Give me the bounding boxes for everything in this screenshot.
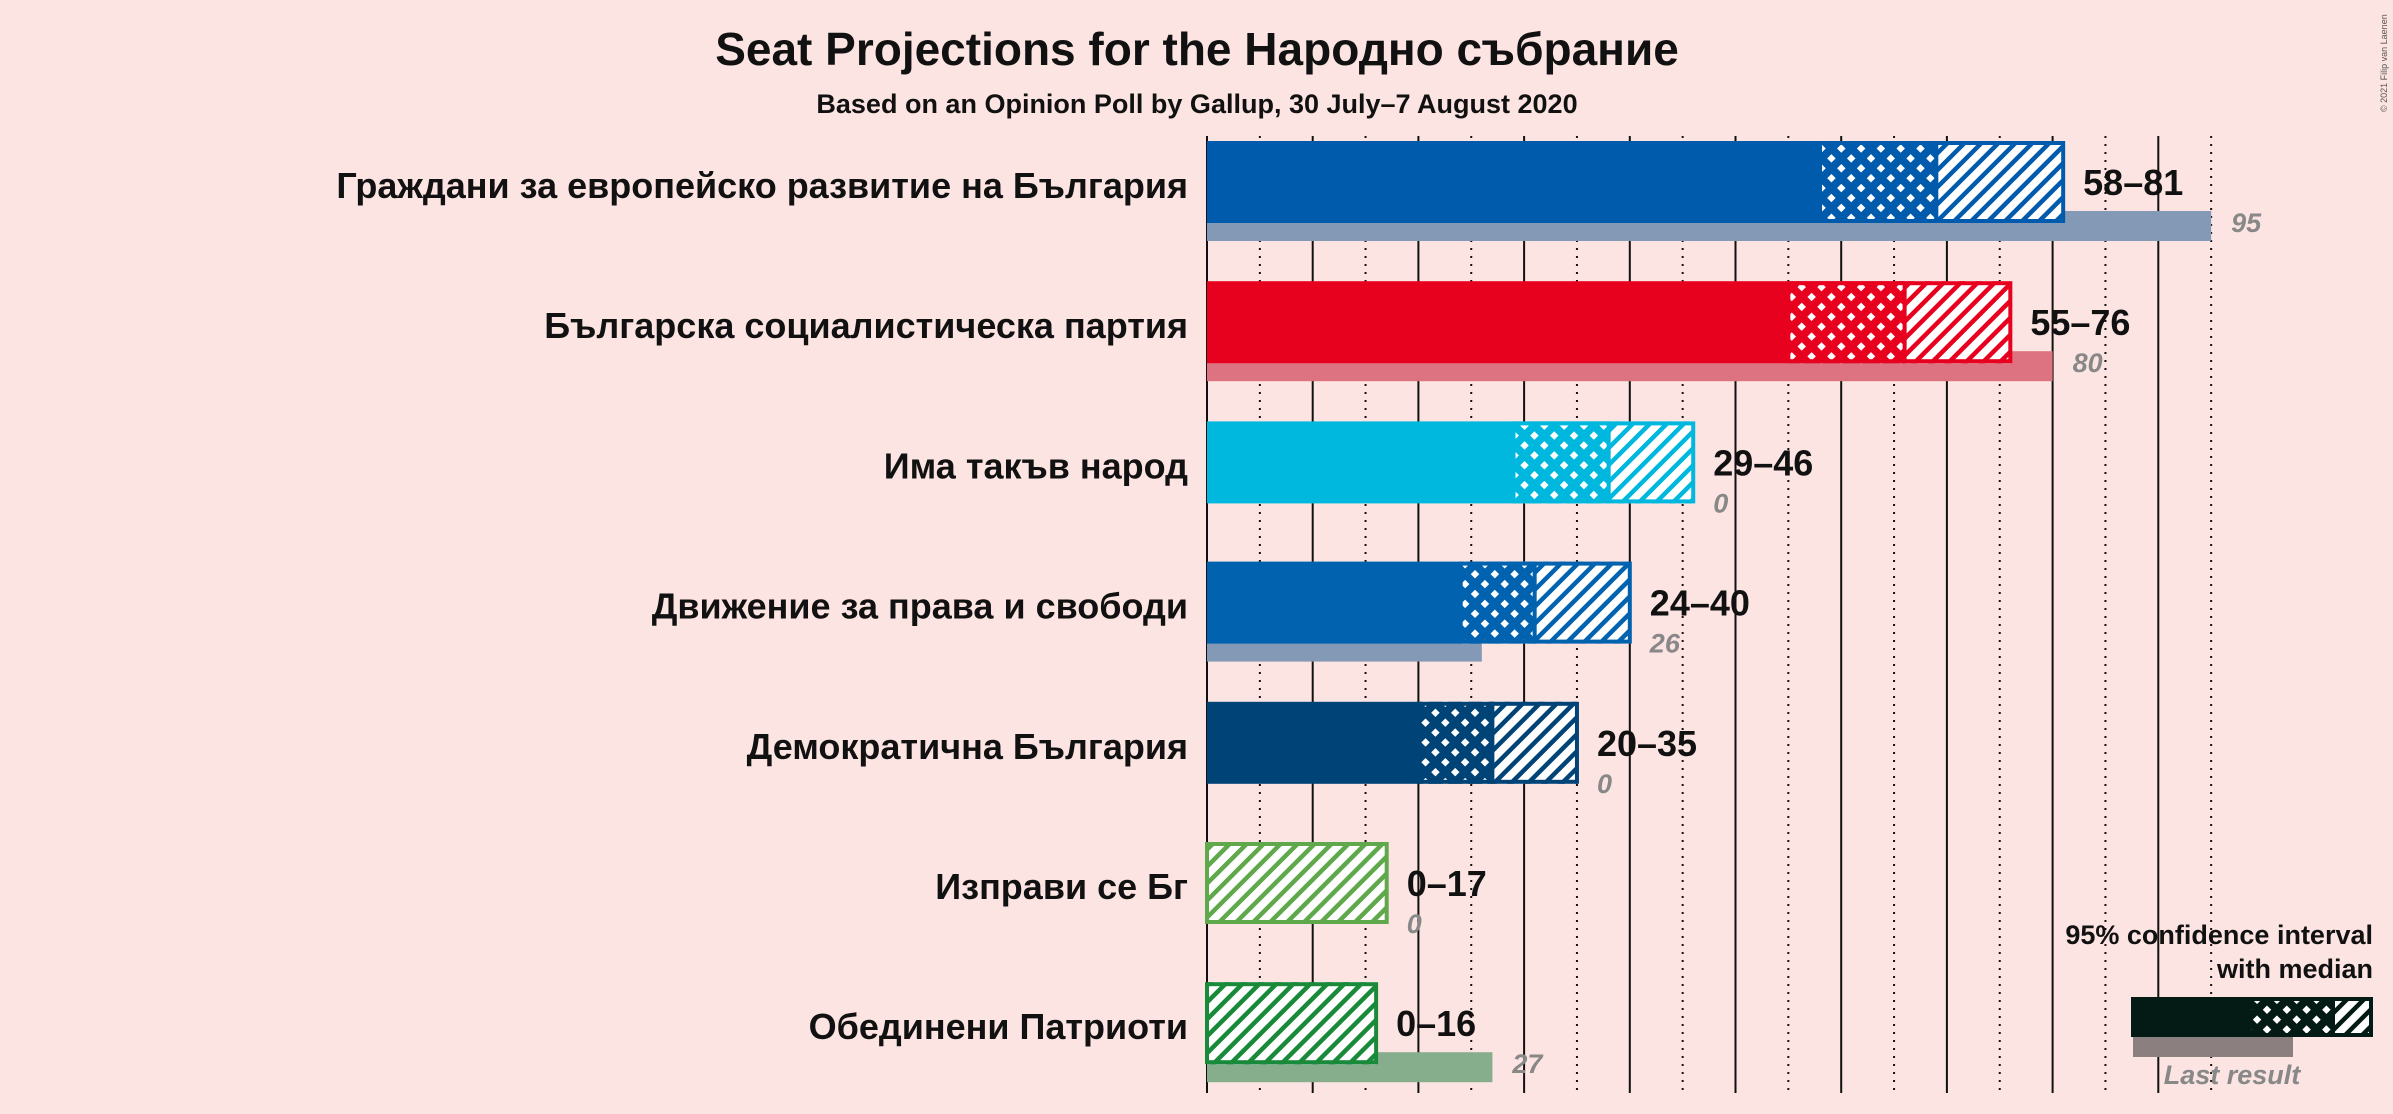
ci-upper-hatch	[1534, 561, 1630, 644]
legend-marks	[2131, 997, 2373, 1057]
last-result-label: 0	[1713, 488, 1728, 518]
ci-upper-hatch	[1608, 421, 1694, 504]
chart-subtitle: Based on an Opinion Poll by Gallup, 30 J…	[816, 89, 1577, 119]
party-label: Има такъв народ	[884, 445, 1188, 486]
ci-lower-hatch	[1418, 701, 1493, 784]
ci-outline	[1416, 701, 1579, 784]
legend-outline	[2131, 997, 2373, 1037]
last-result-label: 0	[1407, 909, 1422, 939]
ci-solid-bar	[1207, 701, 1419, 784]
party-label: Граждани за европейско развитие на Бълга…	[336, 165, 1188, 206]
party-label: Обединени Патриоти	[809, 1006, 1188, 1047]
ci-lower-hatch	[1460, 561, 1535, 644]
labels-layer: Граждани за европейско развитие на Бълга…	[336, 162, 2262, 1079]
legend-diag-swatch	[2333, 997, 2373, 1037]
ci-outline	[1458, 561, 1632, 644]
party-label: Изправи се Бг	[935, 866, 1188, 907]
legend-last-result-bar	[2133, 1037, 2293, 1057]
legend-title-line1: 95% confidence interval	[2065, 920, 2373, 950]
bars-layer	[1205, 141, 2212, 1083]
range-label: 55–76	[2030, 302, 2130, 343]
ci-upper-hatch	[1904, 281, 2011, 364]
legend-cross-swatch	[2251, 997, 2333, 1037]
range-label: 0–17	[1407, 863, 1487, 904]
ci-upper-hatch	[1492, 701, 1577, 784]
ci-outline	[1786, 281, 2013, 364]
chart-title: Seat Projections for the Народно събрани…	[715, 23, 1679, 75]
range-label: 29–46	[1713, 442, 1813, 483]
last-result-label: 80	[2073, 348, 2103, 378]
ci-upper-hatch	[1207, 842, 1387, 924]
ci-solid-bar	[1207, 281, 1789, 364]
ci-outline	[1511, 421, 1696, 504]
party-label: Българска социалистическа партия	[544, 305, 1188, 346]
last-result-label: 0	[1597, 769, 1612, 799]
last-result-label: 95	[2231, 208, 2262, 238]
ci-lower-hatch	[1820, 141, 1937, 223]
legend: 95% confidence interval with median Last…	[2065, 920, 2373, 1090]
ci-solid-bar	[1207, 141, 1821, 223]
last-result-label: 27	[1511, 1049, 1544, 1079]
ci-upper-hatch	[1207, 982, 1377, 1065]
range-label: 58–81	[2083, 162, 2183, 203]
last-result-label: 26	[1649, 629, 1681, 659]
party-label: Движение за права и свободи	[652, 586, 1188, 627]
ci-outline	[1205, 842, 1389, 924]
range-label: 24–40	[1650, 583, 1750, 624]
legend-title-line2: with median	[2216, 954, 2373, 984]
ci-upper-hatch	[1936, 141, 2064, 223]
party-label: Демократична България	[747, 726, 1188, 767]
range-label: 0–16	[1396, 1003, 1476, 1044]
legend-solid-swatch	[2133, 997, 2251, 1037]
ci-outline	[1818, 141, 2066, 223]
range-label: 20–35	[1597, 723, 1697, 764]
legend-last-result-label: Last result	[2164, 1060, 2302, 1090]
ci-lower-hatch	[1788, 281, 1905, 364]
ci-lower-hatch	[1513, 421, 1609, 504]
ci-solid-bar	[1207, 421, 1514, 504]
ci-outline	[1205, 982, 1379, 1065]
copyright-note: © 2021 Filip van Laenen	[2379, 14, 2389, 112]
ci-solid-bar	[1207, 561, 1461, 644]
